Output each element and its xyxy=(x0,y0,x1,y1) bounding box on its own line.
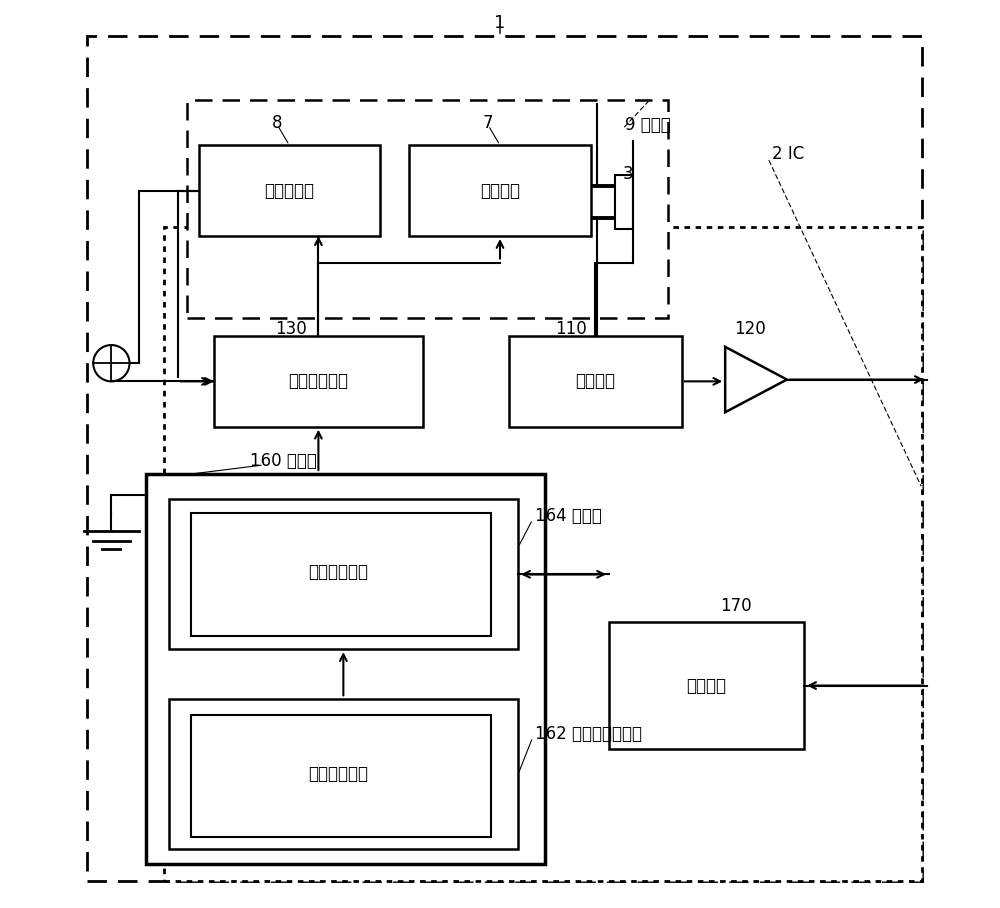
Text: 温度控制数据: 温度控制数据 xyxy=(308,563,368,581)
Text: 110: 110 xyxy=(555,320,587,338)
Bar xyxy=(214,336,423,427)
Bar xyxy=(187,100,668,318)
Text: 170: 170 xyxy=(720,597,752,615)
Bar xyxy=(169,499,518,649)
Bar xyxy=(409,145,591,236)
Bar xyxy=(199,145,380,236)
Text: 发热元件: 发热元件 xyxy=(480,182,520,200)
Text: 9 加热室: 9 加热室 xyxy=(625,116,671,134)
Bar xyxy=(509,336,682,427)
Bar xyxy=(191,715,491,837)
Text: 130: 130 xyxy=(275,320,307,338)
Bar xyxy=(164,227,922,881)
Bar xyxy=(615,175,633,230)
Text: 160 存储部: 160 存储部 xyxy=(250,452,317,470)
Bar xyxy=(146,474,545,864)
Text: 接口电路: 接口电路 xyxy=(687,676,727,695)
Text: 发热控制电路: 发热控制电路 xyxy=(288,372,348,390)
Text: 振荡电路: 振荡电路 xyxy=(575,372,615,390)
Text: 164 寄存器: 164 寄存器 xyxy=(535,507,601,525)
Text: 3: 3 xyxy=(623,165,633,183)
Text: 7: 7 xyxy=(483,114,493,132)
Text: 8: 8 xyxy=(272,114,283,132)
Text: 温度传感器: 温度传感器 xyxy=(264,182,314,200)
Bar xyxy=(169,699,518,849)
Text: 120: 120 xyxy=(734,320,766,338)
Text: 1: 1 xyxy=(494,14,506,32)
Text: 温度控制数据: 温度控制数据 xyxy=(308,765,368,783)
Bar xyxy=(191,513,491,636)
Text: 2 IC: 2 IC xyxy=(772,145,805,163)
Bar xyxy=(609,622,804,749)
Text: 162 非易失性存储器: 162 非易失性存储器 xyxy=(535,725,642,743)
